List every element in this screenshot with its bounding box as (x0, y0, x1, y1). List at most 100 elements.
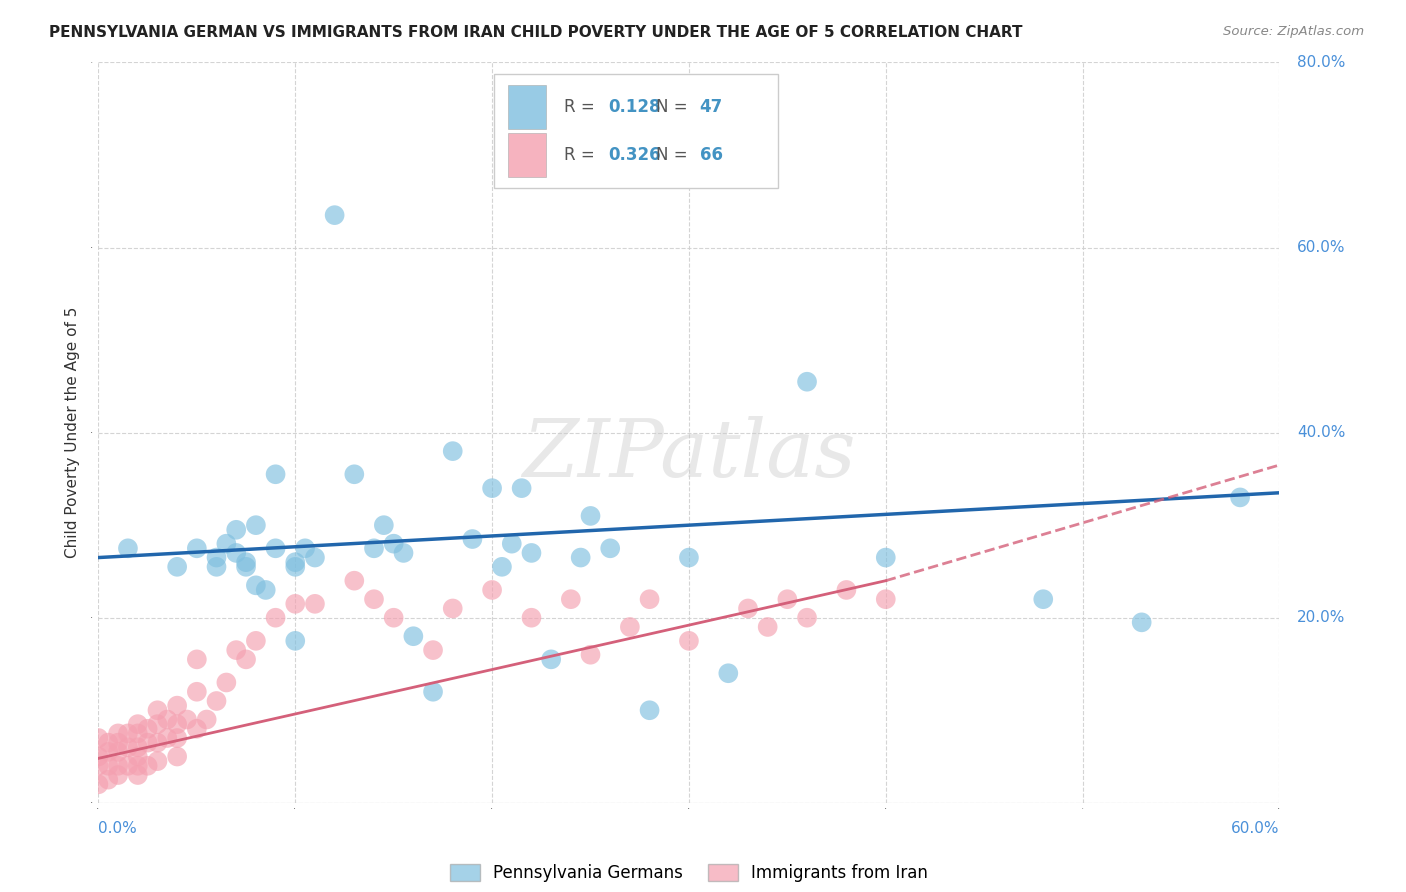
Point (235, 559, 257, 574)
Text: 0.0%: 0.0% (98, 822, 138, 837)
Point (107, 768, 129, 782)
Point (235, 555, 257, 569)
Point (402, 629, 425, 643)
Point (560, 592, 582, 607)
FancyBboxPatch shape (494, 73, 778, 188)
Point (520, 546, 543, 560)
Point (166, 749, 188, 764)
Point (97, 758, 120, 772)
Point (87, 777, 110, 791)
Point (107, 726, 129, 740)
Point (87, 758, 110, 772)
Point (264, 541, 287, 556)
Point (195, 713, 218, 727)
Point (205, 694, 228, 708)
Point (343, 574, 366, 588)
Point (510, 481, 533, 495)
Point (579, 508, 602, 523)
Point (678, 550, 700, 565)
Point (304, 597, 326, 611)
Point (176, 713, 198, 727)
Text: 66: 66 (700, 146, 723, 164)
Point (127, 740, 149, 755)
Point (146, 703, 169, 717)
Text: 60.0%: 60.0% (1232, 822, 1279, 837)
Point (117, 758, 139, 772)
Text: 80.0%: 80.0% (1298, 55, 1346, 70)
Point (491, 559, 513, 574)
Point (166, 717, 188, 731)
Point (254, 582, 277, 597)
Point (1229, 491, 1251, 505)
Point (422, 685, 444, 699)
Point (422, 643, 444, 657)
Point (373, 518, 395, 533)
Point (284, 597, 307, 611)
Point (245, 633, 267, 648)
Text: R =: R = (564, 146, 600, 164)
Point (875, 592, 897, 607)
Legend: Pennsylvania Germans, Immigrants from Iran: Pennsylvania Germans, Immigrants from Ir… (441, 855, 936, 890)
Point (107, 736, 129, 750)
Point (441, 444, 464, 458)
Text: N =: N = (655, 98, 693, 116)
Point (156, 731, 179, 745)
Point (501, 536, 523, 550)
Point (117, 740, 139, 755)
Point (166, 698, 188, 713)
Point (87, 749, 110, 764)
Point (186, 685, 208, 699)
Point (304, 550, 326, 565)
Point (638, 703, 661, 717)
Point (146, 717, 169, 731)
Y-axis label: Child Poverty Under the Age of 5: Child Poverty Under the Age of 5 (65, 307, 80, 558)
Point (97, 736, 120, 750)
Text: 47: 47 (700, 98, 723, 116)
Point (796, 610, 818, 624)
Point (127, 749, 149, 764)
Point (579, 648, 602, 662)
Text: 60.0%: 60.0% (1298, 240, 1346, 255)
Point (186, 541, 208, 556)
Point (264, 610, 287, 624)
Point (284, 633, 307, 648)
Point (146, 754, 169, 768)
Point (1032, 592, 1054, 607)
Point (245, 578, 267, 592)
Point (481, 481, 503, 495)
Point (363, 592, 385, 607)
Text: N =: N = (655, 146, 693, 164)
Point (245, 518, 267, 533)
Point (136, 722, 159, 736)
Point (225, 546, 247, 560)
Point (1130, 615, 1153, 630)
Point (461, 532, 484, 546)
Point (87, 731, 110, 745)
Point (97, 772, 120, 787)
Point (776, 592, 799, 607)
Point (294, 541, 316, 556)
Point (441, 601, 464, 615)
Point (136, 758, 159, 772)
Point (127, 758, 149, 772)
Bar (508, 85, 546, 129)
Text: Source: ZipAtlas.com: Source: ZipAtlas.com (1223, 25, 1364, 38)
Point (215, 675, 238, 690)
Point (599, 541, 621, 556)
Point (540, 652, 562, 666)
Point (235, 652, 257, 666)
Bar (508, 133, 546, 178)
Point (127, 717, 149, 731)
Point (382, 536, 405, 550)
Text: PENNSYLVANIA GERMAN VS IMMIGRANTS FROM IRAN CHILD POVERTY UNDER THE AGE OF 5 COR: PENNSYLVANIA GERMAN VS IMMIGRANTS FROM I… (49, 25, 1022, 40)
Text: 0.128: 0.128 (609, 98, 661, 116)
Point (382, 610, 405, 624)
Point (756, 620, 779, 634)
Point (678, 633, 700, 648)
Text: R =: R = (564, 98, 600, 116)
Point (520, 610, 543, 624)
Point (117, 726, 139, 740)
Point (875, 550, 897, 565)
Point (392, 546, 415, 560)
Point (264, 467, 287, 482)
